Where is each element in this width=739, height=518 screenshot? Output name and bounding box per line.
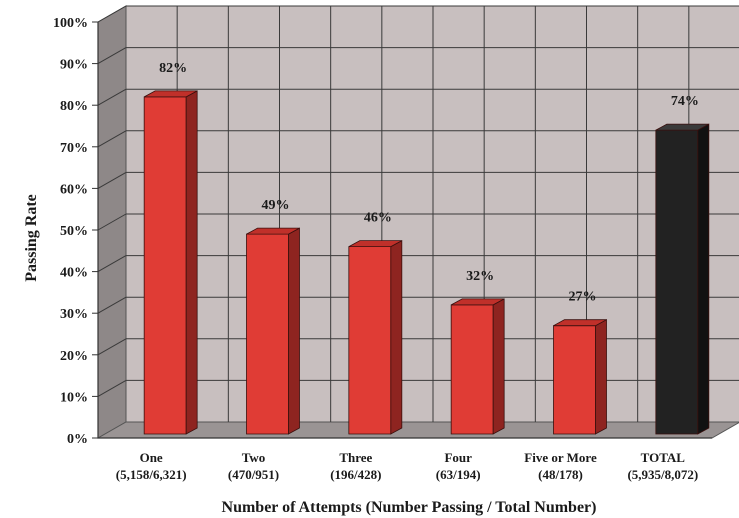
data-label: 46% — [364, 211, 392, 226]
bar-top — [450, 298, 505, 306]
bar — [655, 123, 710, 435]
category-label: Three — [339, 450, 372, 465]
y-tick-label: 20% — [60, 349, 88, 364]
y-tick-label: 80% — [60, 99, 88, 114]
bar-front — [143, 96, 187, 435]
y-axis-title: Passing Rate — [23, 194, 40, 282]
bar-front — [450, 304, 494, 435]
bar-side — [390, 239, 403, 435]
data-labels: 82% 49% 46% 32% 27% 74% — [159, 61, 699, 305]
bar-side — [595, 319, 607, 435]
y-tick-labels: 0% 10% 20% 30% 40% 50% 60% 70% 80% 90% 100% — [53, 16, 88, 447]
gridline-side — [97, 338, 127, 356]
category-sublabel: (196/428) — [330, 467, 381, 482]
bar-side — [697, 123, 710, 435]
bar-top — [348, 240, 403, 248]
bar-front — [348, 246, 392, 435]
bar-side — [492, 298, 505, 435]
gridline-side — [97, 5, 127, 23]
gridline-side — [97, 47, 127, 65]
data-label: 49% — [262, 198, 290, 213]
bars — [143, 90, 710, 435]
bar-top — [246, 227, 300, 235]
category-label: One — [140, 450, 163, 465]
gridline-side — [97, 130, 127, 148]
x-axis-title: Number of Attempts (Number Passing / Tot… — [222, 499, 597, 516]
y-tick-label: 0% — [67, 432, 88, 447]
bar — [246, 227, 300, 435]
data-label: 74% — [671, 94, 699, 109]
y-tick-label: 40% — [60, 266, 88, 281]
bar-top — [143, 90, 198, 98]
category-sublabel: (5,935/8,072) — [627, 467, 698, 482]
y-tick-label: 90% — [60, 58, 88, 73]
bar — [553, 319, 607, 435]
gridline-side — [97, 171, 127, 189]
bar-front — [655, 129, 699, 435]
bar-top — [655, 123, 710, 131]
category-label: Five or More — [524, 450, 597, 465]
category-sublabel: (5,158/6,321) — [116, 467, 187, 482]
category-sublabel: (63/194) — [436, 467, 481, 482]
bar — [348, 239, 403, 435]
category-sublabel: (48/178) — [538, 467, 583, 482]
category-label: TOTAL — [641, 450, 686, 465]
y-tick-label: 50% — [60, 224, 88, 239]
category-label: Four — [444, 450, 472, 465]
gridline-side — [97, 296, 127, 314]
category-label: Two — [242, 450, 266, 465]
gridline-side — [97, 88, 127, 106]
y-tick-label: 10% — [60, 390, 88, 405]
bar — [450, 298, 505, 435]
y-tick-label: 30% — [60, 307, 88, 322]
bar-top — [553, 319, 607, 327]
data-label: 32% — [466, 269, 494, 284]
gridline-side — [97, 379, 127, 397]
gridline-side — [97, 255, 127, 273]
bar-side — [185, 90, 198, 435]
bar-front — [553, 325, 596, 435]
y-tick-label: 70% — [60, 141, 88, 156]
category-labels: One (5,158/6,321) Two (470/951) Three (196/42… — [116, 450, 698, 482]
bar-side — [288, 227, 300, 435]
y-tick-label: 60% — [60, 182, 88, 197]
data-label: 27% — [569, 290, 597, 305]
bar-front — [246, 233, 289, 435]
category-sublabel: (470/951) — [228, 467, 279, 482]
gridline-side — [97, 213, 127, 231]
data-label: 82% — [159, 61, 187, 76]
bar — [143, 90, 198, 435]
y-tick-label: 100% — [53, 16, 88, 31]
